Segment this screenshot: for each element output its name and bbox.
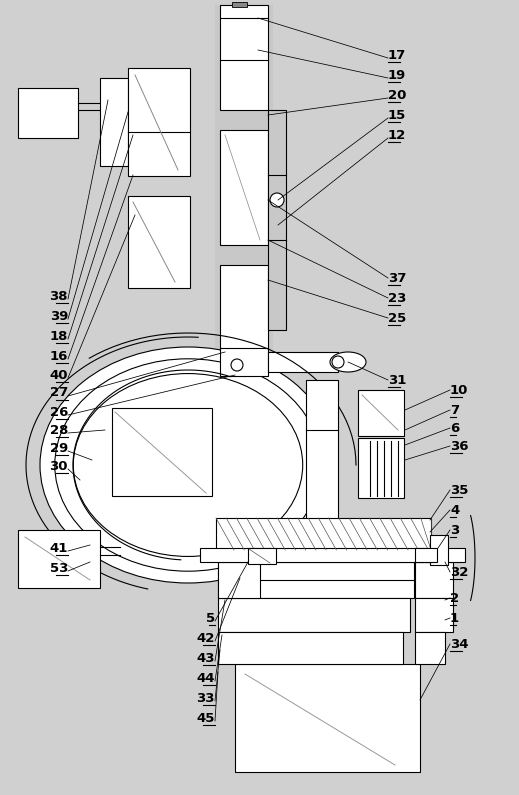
Text: 16: 16 bbox=[50, 350, 68, 363]
Text: 38: 38 bbox=[49, 289, 68, 303]
Text: 35: 35 bbox=[450, 483, 468, 497]
Text: 26: 26 bbox=[50, 405, 68, 418]
Text: 42: 42 bbox=[197, 631, 215, 645]
Text: 33: 33 bbox=[197, 692, 215, 704]
Text: 17: 17 bbox=[388, 48, 406, 61]
Bar bbox=[18, 530, 100, 588]
Bar bbox=[358, 390, 404, 436]
Text: 34: 34 bbox=[450, 638, 469, 650]
Bar bbox=[220, 130, 268, 245]
Text: 12: 12 bbox=[388, 129, 406, 142]
Bar bbox=[220, 348, 268, 376]
Bar bbox=[128, 196, 190, 288]
Bar bbox=[415, 548, 437, 562]
Bar bbox=[218, 562, 414, 598]
Text: 1: 1 bbox=[450, 611, 459, 625]
Circle shape bbox=[231, 359, 243, 371]
Text: 53: 53 bbox=[50, 561, 68, 575]
Bar bbox=[220, 265, 268, 350]
Bar bbox=[268, 110, 286, 330]
Bar bbox=[100, 78, 128, 166]
Bar bbox=[268, 352, 338, 372]
Ellipse shape bbox=[40, 347, 336, 583]
Bar bbox=[358, 438, 404, 498]
Text: 23: 23 bbox=[388, 292, 406, 304]
Text: 18: 18 bbox=[50, 329, 68, 343]
Text: 10: 10 bbox=[450, 383, 468, 397]
Bar bbox=[415, 562, 453, 598]
Text: 7: 7 bbox=[450, 404, 459, 417]
Text: 32: 32 bbox=[450, 565, 468, 579]
Ellipse shape bbox=[55, 359, 321, 571]
Text: 15: 15 bbox=[388, 108, 406, 122]
Text: 36: 36 bbox=[450, 440, 469, 452]
Text: 3: 3 bbox=[450, 523, 459, 537]
Text: 2: 2 bbox=[450, 591, 459, 604]
Bar bbox=[18, 88, 78, 138]
Bar bbox=[128, 68, 190, 176]
Bar bbox=[215, 5, 273, 390]
Bar bbox=[218, 598, 410, 632]
Bar bbox=[216, 518, 431, 550]
Bar bbox=[415, 632, 445, 664]
Text: 40: 40 bbox=[49, 369, 68, 382]
Text: 25: 25 bbox=[388, 312, 406, 324]
Text: 4: 4 bbox=[450, 503, 459, 517]
Text: 45: 45 bbox=[197, 712, 215, 724]
Text: 39: 39 bbox=[50, 309, 68, 323]
Text: 28: 28 bbox=[50, 424, 68, 436]
Bar bbox=[306, 380, 338, 528]
Text: 37: 37 bbox=[388, 272, 406, 285]
Bar bbox=[200, 548, 465, 562]
Bar bbox=[220, 5, 268, 19]
Text: 5: 5 bbox=[206, 611, 215, 625]
Circle shape bbox=[332, 356, 344, 368]
Bar bbox=[232, 2, 247, 7]
Text: 19: 19 bbox=[388, 68, 406, 82]
Bar bbox=[112, 408, 212, 496]
Text: 29: 29 bbox=[50, 441, 68, 455]
Text: 44: 44 bbox=[197, 672, 215, 684]
Bar bbox=[430, 535, 448, 565]
Circle shape bbox=[270, 193, 284, 207]
Text: 27: 27 bbox=[50, 386, 68, 400]
Ellipse shape bbox=[330, 352, 366, 372]
Text: 20: 20 bbox=[388, 88, 406, 102]
Bar bbox=[218, 562, 260, 598]
Bar bbox=[235, 664, 420, 772]
Text: 30: 30 bbox=[49, 460, 68, 472]
Bar bbox=[248, 548, 276, 564]
Text: 6: 6 bbox=[450, 421, 459, 435]
Text: 41: 41 bbox=[50, 541, 68, 554]
Ellipse shape bbox=[73, 374, 303, 556]
Bar bbox=[220, 18, 268, 110]
Text: 43: 43 bbox=[197, 651, 215, 665]
Text: 31: 31 bbox=[388, 374, 406, 386]
Bar bbox=[218, 632, 403, 664]
Bar bbox=[415, 598, 453, 632]
